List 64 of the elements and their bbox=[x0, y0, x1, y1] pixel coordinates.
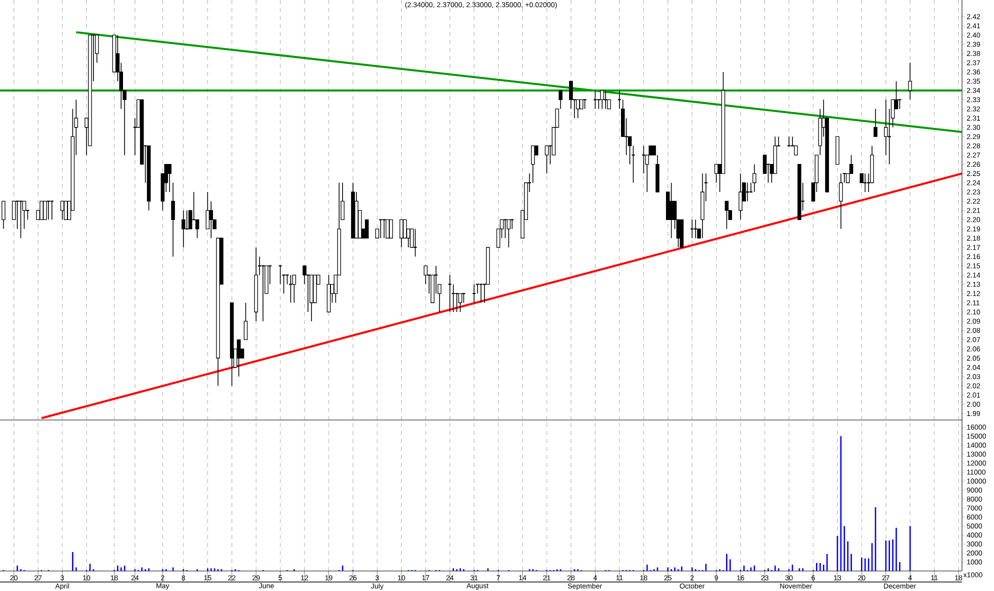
candlestick bbox=[236, 339, 241, 378]
candlestick bbox=[43, 200, 47, 220]
candlestick bbox=[582, 99, 587, 110]
candlestick bbox=[863, 173, 868, 192]
candlestick bbox=[462, 292, 466, 304]
candlestick bbox=[278, 265, 282, 285]
candlestick bbox=[576, 99, 580, 119]
candlestick bbox=[389, 219, 393, 238]
candlestick bbox=[400, 219, 404, 248]
candlestick bbox=[382, 219, 386, 239]
candlestick bbox=[448, 274, 452, 312]
candlestick bbox=[690, 219, 694, 239]
candlestick bbox=[292, 274, 296, 304]
candlestick bbox=[642, 145, 646, 174]
candlestick bbox=[579, 99, 584, 110]
candlestick bbox=[50, 200, 54, 220]
candlestick bbox=[839, 173, 843, 230]
candlestick bbox=[40, 200, 44, 220]
candlestick bbox=[260, 265, 266, 322]
candlestick bbox=[472, 284, 476, 304]
candlestick bbox=[874, 108, 878, 137]
candlestick bbox=[738, 173, 742, 220]
candlestick bbox=[908, 62, 912, 100]
candlestick bbox=[302, 265, 306, 285]
candlestick bbox=[168, 164, 172, 192]
candlestick bbox=[631, 145, 636, 184]
candlestick bbox=[454, 292, 459, 312]
candlestick bbox=[745, 182, 750, 202]
candlestick bbox=[593, 90, 598, 110]
candlestick bbox=[171, 182, 175, 257]
candlestick bbox=[2, 200, 6, 230]
candlestick bbox=[752, 164, 756, 192]
candlestick bbox=[209, 200, 213, 239]
candlestick bbox=[669, 182, 674, 239]
candlestick bbox=[510, 219, 514, 230]
candlestick bbox=[458, 293, 462, 312]
candlestick bbox=[786, 136, 792, 146]
candlestick bbox=[506, 219, 511, 248]
candlestick bbox=[386, 219, 390, 238]
candlestick bbox=[794, 145, 798, 156]
candlestick bbox=[544, 145, 549, 174]
candlestick bbox=[195, 219, 200, 239]
candlestick bbox=[402, 219, 407, 238]
candlestick bbox=[424, 265, 428, 285]
candlestick bbox=[693, 219, 698, 239]
candlestick bbox=[714, 164, 718, 184]
candlestick bbox=[478, 284, 484, 304]
candlestick bbox=[244, 302, 248, 340]
candlestick bbox=[378, 219, 383, 239]
candlestick bbox=[46, 200, 51, 220]
candlestick bbox=[64, 200, 68, 220]
candlestick bbox=[182, 210, 186, 248]
candlestick bbox=[503, 219, 508, 239]
candlestick bbox=[531, 145, 535, 184]
candlestick bbox=[724, 200, 729, 230]
candlestick bbox=[60, 200, 64, 220]
candlestick bbox=[18, 200, 23, 239]
candlestick bbox=[603, 90, 608, 110]
candlestick bbox=[15, 200, 20, 230]
candlestick bbox=[288, 274, 293, 304]
candlestick bbox=[364, 219, 369, 238]
candlestick bbox=[600, 90, 604, 110]
candlestick bbox=[413, 228, 418, 257]
candlestick bbox=[569, 80, 573, 110]
